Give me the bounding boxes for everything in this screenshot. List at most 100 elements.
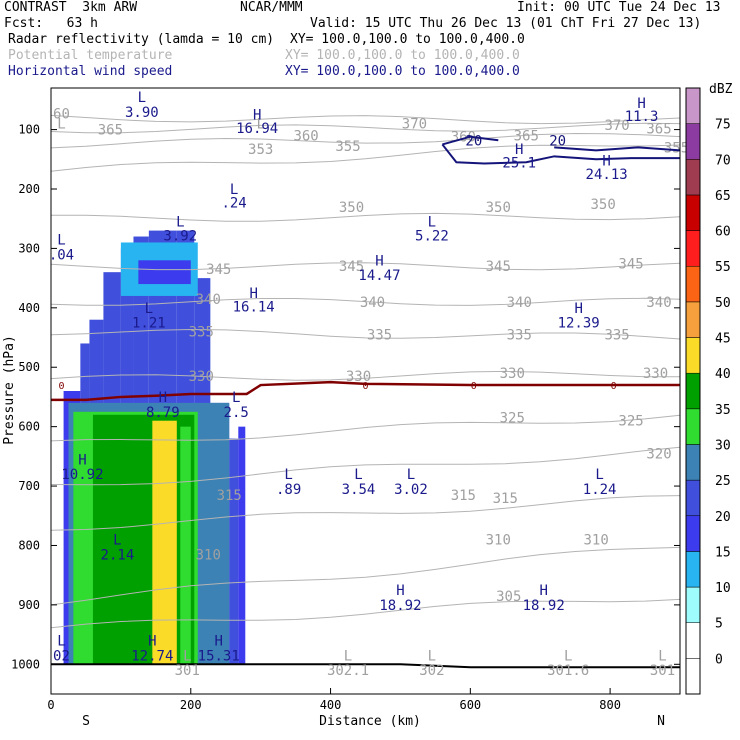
theta-contour-label: 370 bbox=[402, 117, 427, 133]
theta-contour-label: 360 bbox=[293, 129, 318, 145]
theta-contour-label: 320 bbox=[646, 446, 671, 462]
reflectivity-cell bbox=[105, 450, 116, 665]
theta-contour-label: 365 bbox=[514, 129, 539, 145]
wind-extremum-marker: H bbox=[249, 286, 257, 302]
y-tick-label: 200 bbox=[18, 182, 40, 196]
theta-contour-label: 335 bbox=[604, 328, 629, 344]
theta-contour-line bbox=[50, 132, 681, 149]
colorbar-swatch bbox=[685, 444, 701, 481]
colorbar-tick-label: 35 bbox=[715, 403, 731, 418]
theta-contour-label: 310 bbox=[583, 533, 608, 549]
x-tick-label: 600 bbox=[459, 698, 481, 712]
theta-extremum-marker: L bbox=[256, 117, 264, 133]
colorbar-tick-label: 75 bbox=[715, 118, 731, 133]
field-reflectivity-name: Radar reflectivity (lamda = 10 cm) bbox=[8, 32, 275, 47]
theta-extremum-marker: L bbox=[57, 117, 65, 133]
colorbar-swatch bbox=[685, 159, 701, 196]
wind-extremum-marker: H bbox=[396, 583, 404, 599]
field-wind-xy: XY= 100.0,100.0 to 100.0,400.0 bbox=[285, 64, 520, 79]
theta-contour-label: 355 bbox=[335, 139, 360, 155]
x-tick-label: 200 bbox=[180, 698, 202, 712]
forecast-hour: Fcst: 63 h bbox=[4, 16, 98, 31]
colorbar-tick-label: 10 bbox=[715, 581, 731, 596]
wind-extremum-value: 12.74 bbox=[131, 648, 173, 664]
wind-extremum-value: 02 bbox=[53, 648, 70, 664]
wind-extremum-value: 3.54 bbox=[342, 482, 376, 498]
theta-contour-line bbox=[50, 598, 681, 629]
theta-extremum-marker: L bbox=[564, 648, 572, 664]
wind-extremum-value: 11.3 bbox=[625, 109, 659, 125]
theta-contour-label: 350 bbox=[590, 197, 615, 213]
theta-extremum-value: 353 bbox=[248, 142, 273, 158]
wind-extremum-value: 1.21 bbox=[132, 316, 166, 332]
wind-extremum-value: 18.92 bbox=[379, 598, 421, 614]
theta-extremum-value: 60 bbox=[53, 107, 70, 123]
colorbar-swatch bbox=[685, 658, 701, 695]
ground-line bbox=[51, 663, 680, 669]
colorbar-swatch bbox=[685, 372, 701, 410]
theta-contour-line bbox=[50, 328, 681, 340]
colorbar-frame bbox=[685, 87, 701, 695]
reflectivity-cell bbox=[180, 426, 191, 665]
theta-contour-label: 315 bbox=[451, 488, 476, 504]
wind-extremum-marker: H bbox=[637, 96, 645, 112]
wind-extremum-marker: L bbox=[354, 467, 362, 483]
colorbar-tick-label: 60 bbox=[715, 225, 731, 240]
colorbar-tick-label: 45 bbox=[715, 332, 731, 347]
wind-extremum-marker: L bbox=[138, 90, 146, 106]
wind-extremum-marker: L bbox=[176, 215, 184, 231]
wind-extremum-value: 15.31 bbox=[198, 648, 240, 664]
wind-extremum-value: 25.1 bbox=[502, 155, 536, 171]
theta-contour-label: 310 bbox=[196, 547, 221, 563]
colorbar-swatch bbox=[685, 265, 701, 303]
colorbar-swatch bbox=[685, 123, 701, 160]
x-end-right-label: N bbox=[657, 714, 665, 729]
colorbar-swatch bbox=[685, 337, 701, 374]
y-tick-label: 400 bbox=[18, 301, 40, 315]
wind-extremum-marker: H bbox=[574, 301, 582, 317]
theta-contour-line bbox=[50, 122, 681, 134]
colorbar-tick-label: 40 bbox=[715, 367, 731, 382]
colorbar-unit-label: dBZ bbox=[709, 82, 733, 97]
wind-extremum-value: 16.94 bbox=[236, 121, 278, 137]
colorbar-swatch bbox=[685, 87, 701, 124]
theta-contour-line bbox=[50, 144, 681, 172]
wind-extremum-marker: L bbox=[230, 182, 238, 198]
theta-extremum-value: 302.1 bbox=[327, 663, 369, 679]
wind-extremum-marker: H bbox=[515, 142, 523, 158]
wind-extremum-marker: H bbox=[78, 452, 86, 468]
reflectivity-cell bbox=[152, 420, 177, 665]
wind-extremum-marker: L bbox=[232, 390, 240, 406]
theta-contour-label: 365 bbox=[646, 121, 671, 137]
theta-extremum-value: 302 bbox=[419, 663, 444, 679]
theta-contour-line bbox=[50, 546, 681, 606]
x-axis-label: Distance (km) bbox=[319, 714, 421, 729]
colorbar-swatch bbox=[685, 408, 701, 445]
theta-contour-label: 370 bbox=[604, 118, 629, 134]
wind-extremum-value: 3.92 bbox=[163, 228, 197, 244]
theta-contour-label: 340 bbox=[360, 295, 385, 311]
wind-extremum-value: .04 bbox=[49, 247, 74, 263]
theta-contour-label: 340 bbox=[196, 292, 221, 308]
theta-contour-label: 330 bbox=[346, 369, 371, 385]
wind-extremum-value: 24.13 bbox=[586, 167, 628, 183]
wind-contour-line bbox=[554, 146, 681, 152]
wind-extremum-marker: L bbox=[595, 467, 603, 483]
wind-extremum-marker: H bbox=[148, 634, 156, 650]
reflectivity-layer bbox=[63, 230, 246, 665]
colorbar-swatch bbox=[685, 551, 701, 588]
field-wind-name: Horizontal wind speed bbox=[8, 64, 173, 79]
x-tick-label: 0 bbox=[47, 698, 54, 712]
colorbar-swatch bbox=[685, 586, 701, 623]
y-tick-label: 700 bbox=[18, 479, 40, 493]
plot-frame bbox=[50, 87, 681, 695]
colorbar-tick-label: 70 bbox=[715, 153, 731, 168]
model-title: CONTRAST 3km ARW bbox=[4, 0, 138, 15]
colorbar-tick-label: 55 bbox=[715, 260, 731, 275]
theta-contour-label: 315 bbox=[217, 488, 242, 504]
colorbar-tick-label: 5 bbox=[715, 617, 723, 632]
colorbar-tick-label: 25 bbox=[715, 474, 731, 489]
